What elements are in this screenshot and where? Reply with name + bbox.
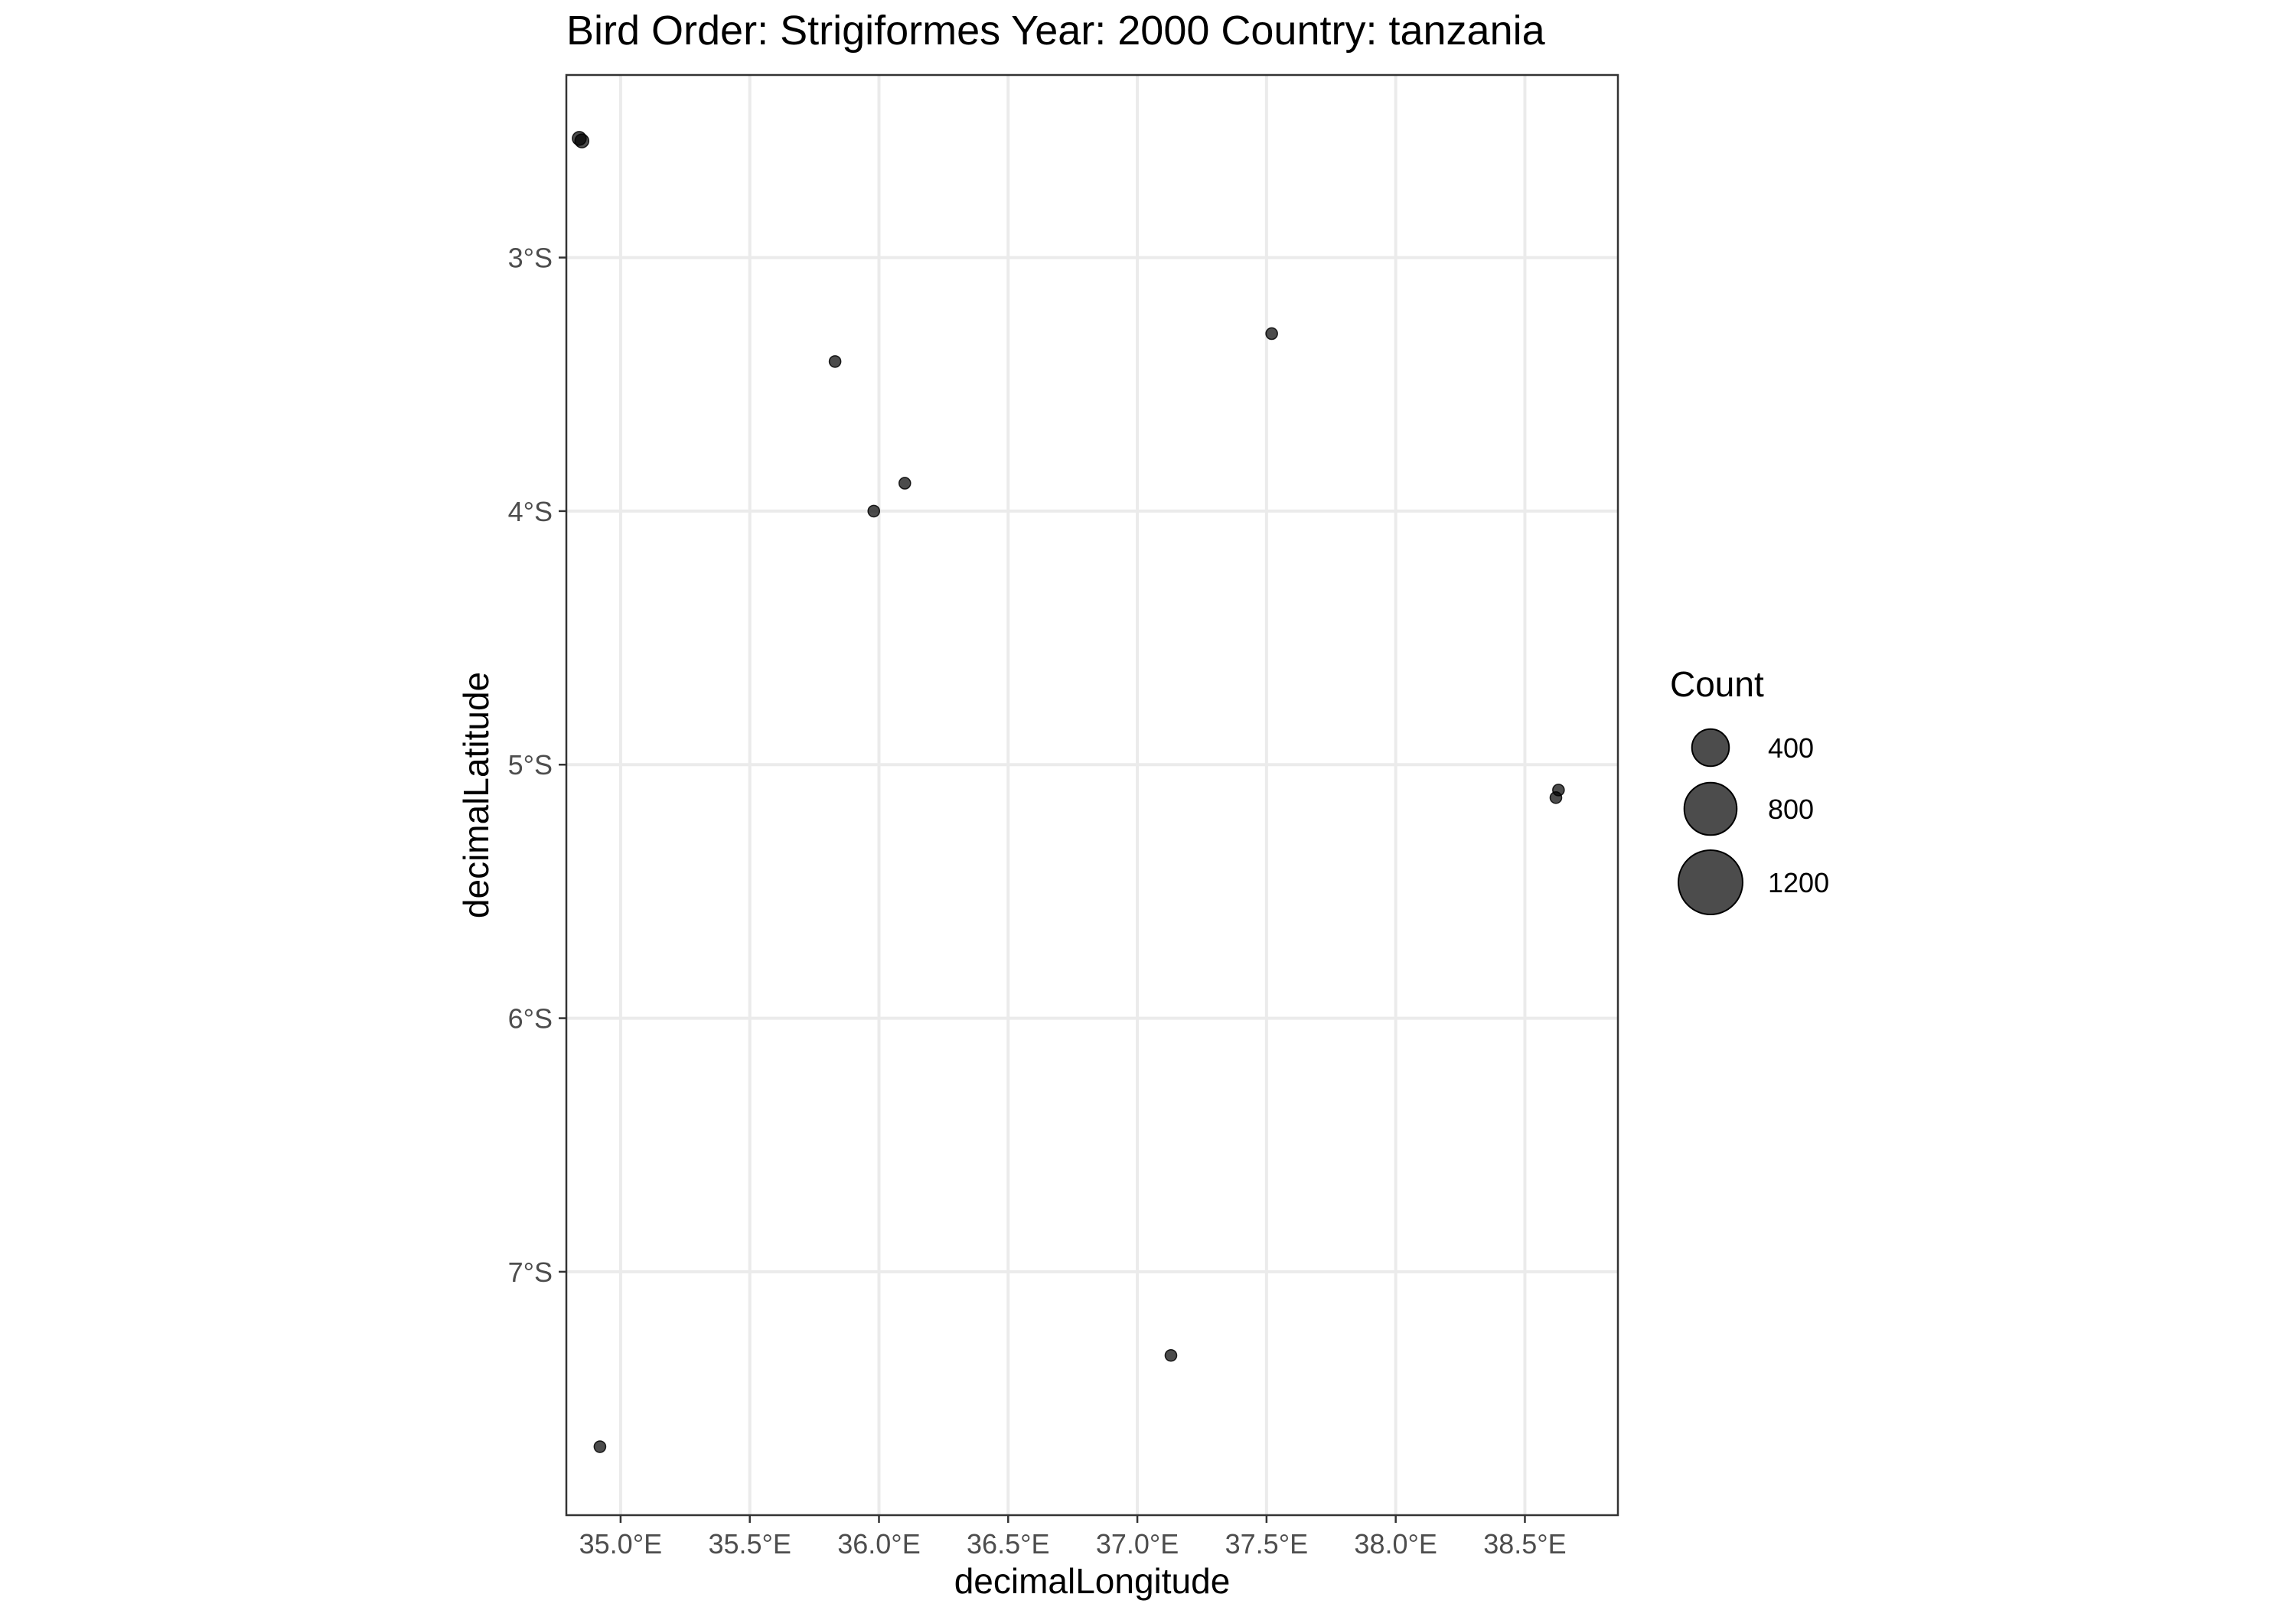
grid-lines bbox=[566, 75, 1618, 1515]
y-tick-label: 3°S bbox=[508, 243, 553, 274]
x-tick-label: 38.0°E bbox=[1354, 1528, 1437, 1560]
y-axis: 3°S 4°S 5°S 6°S 7°S bbox=[508, 243, 566, 1288]
chart-title: Bird Order: Strigiformes Year: 2000 Coun… bbox=[566, 8, 1546, 54]
x-axis: 35.0°E 35.5°E 36.0°E 36.5°E 37.0°E 37.5°E 38.0… bbox=[579, 1515, 1567, 1560]
y-tick-label: 7°S bbox=[508, 1257, 553, 1288]
data-point bbox=[867, 504, 881, 518]
legend-label: 400 bbox=[1768, 732, 1814, 764]
x-tick-label: 37.0°E bbox=[1096, 1528, 1179, 1560]
plot-panel bbox=[565, 73, 1619, 1517]
size-legend: Count 400 800 1200 bbox=[1670, 664, 1829, 915]
y-tick-label: 4°S bbox=[508, 496, 553, 527]
x-tick-label: 38.5°E bbox=[1483, 1528, 1566, 1560]
data-point bbox=[898, 477, 912, 490]
y-axis-title: decimalLatitude bbox=[456, 672, 496, 918]
x-tick-label: 36.5°E bbox=[967, 1528, 1049, 1560]
legend-key-circle bbox=[1678, 849, 1743, 915]
x-tick-label: 37.5°E bbox=[1225, 1528, 1308, 1560]
y-tick-label: 5°S bbox=[508, 749, 553, 781]
x-tick-label: 36.0°E bbox=[837, 1528, 920, 1560]
data-point bbox=[828, 355, 842, 368]
data-point bbox=[593, 1440, 607, 1453]
legend-label: 800 bbox=[1768, 794, 1814, 825]
x-tick-label: 35.0°E bbox=[579, 1528, 662, 1560]
data-point bbox=[1164, 1348, 1178, 1362]
legend-label: 1200 bbox=[1768, 867, 1829, 898]
data-point bbox=[1265, 327, 1278, 341]
legend-key-circle bbox=[1691, 728, 1730, 768]
y-tick-label: 6°S bbox=[508, 1003, 553, 1035]
legend-title: Count bbox=[1670, 664, 1764, 704]
x-tick-label: 35.5°E bbox=[708, 1528, 791, 1560]
data-points bbox=[572, 131, 1565, 1453]
data-point bbox=[1549, 791, 1563, 804]
legend-key-circle bbox=[1683, 781, 1738, 836]
data-point bbox=[574, 133, 590, 148]
x-axis-title: decimalLongitude bbox=[954, 1561, 1231, 1601]
